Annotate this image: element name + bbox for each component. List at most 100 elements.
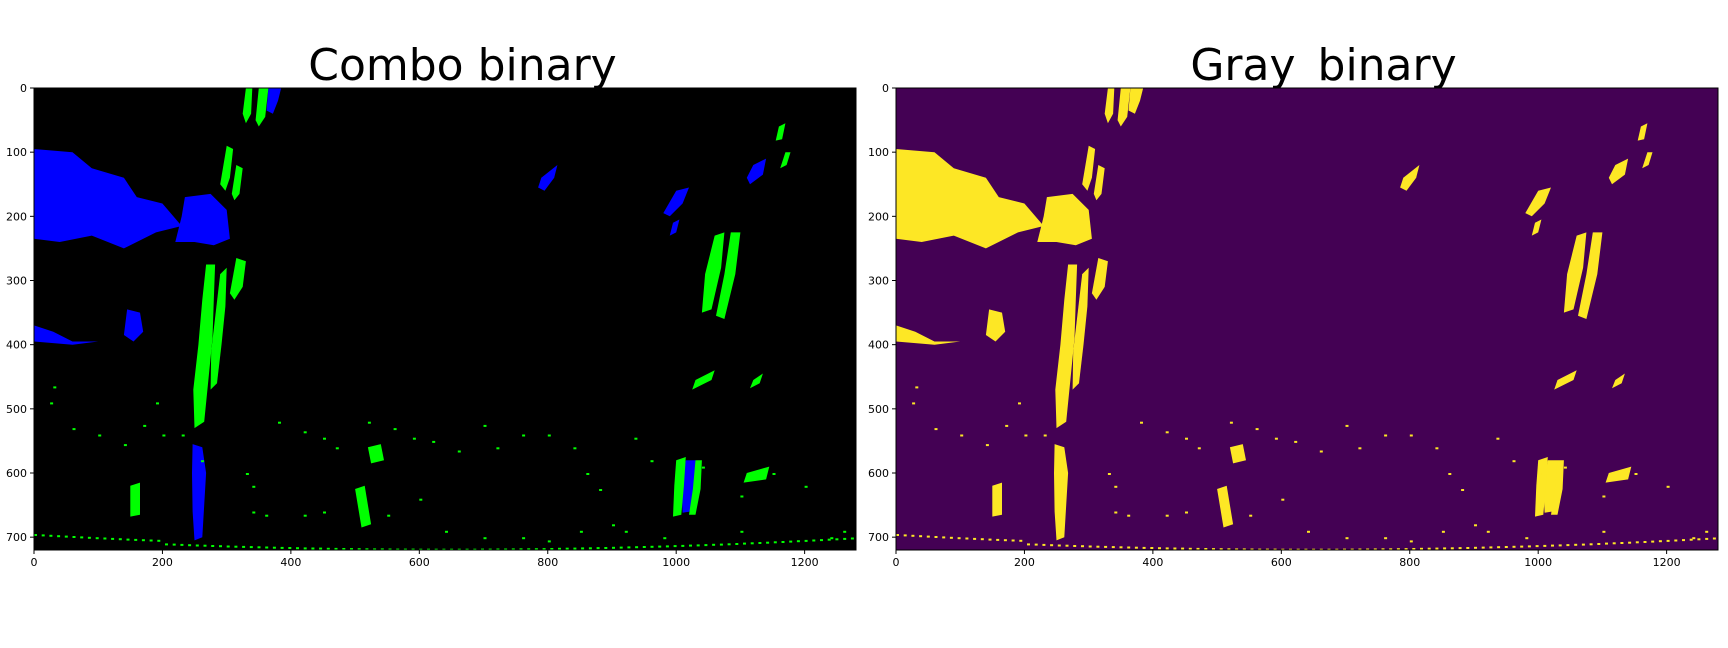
hood-edge-dot <box>942 536 946 539</box>
hood-edge-dot <box>465 548 469 550</box>
binary-speck <box>1063 402 1066 405</box>
hood-edge-dot <box>1281 548 1285 550</box>
y-tick-label: 400 <box>6 339 27 352</box>
hood-edge-dot <box>1520 545 1524 548</box>
hood-edge-dot <box>365 548 369 550</box>
binary-speck <box>579 530 583 533</box>
hood-edge-dot <box>1458 547 1462 550</box>
x-tick-label: 1000 <box>662 556 690 569</box>
y-tick-label: 700 <box>868 531 889 544</box>
hood-edge-dot <box>727 543 731 546</box>
hood-edge-dot <box>180 543 184 546</box>
hood-edge-dot <box>612 546 615 549</box>
hood-edge-dot <box>57 535 61 538</box>
hood-edge-dot <box>1674 539 1678 542</box>
binary-speck <box>1274 437 1278 440</box>
hood-edge-dot <box>565 547 569 550</box>
binary-blob <box>1612 373 1625 389</box>
binary-speck <box>599 489 603 491</box>
hood-edge-dot <box>1204 548 1208 550</box>
binary-speck <box>162 434 166 437</box>
binary-speck <box>912 402 916 405</box>
binary-blob <box>1535 457 1548 517</box>
binary-blob <box>231 165 243 201</box>
binary-speck <box>1107 473 1111 475</box>
hood-edge-dot <box>280 546 284 549</box>
hood-edge-dot <box>665 545 669 548</box>
hood-edge-dot <box>627 546 631 549</box>
binary-speck <box>1358 447 1362 450</box>
hood-edge-dot <box>272 546 276 549</box>
hood-edge-dot <box>988 538 992 541</box>
hood-edge-dot <box>1581 543 1585 546</box>
hood-edge-dot <box>1158 547 1161 550</box>
hood-edge-dot <box>604 547 608 549</box>
hood-edge-dot <box>596 547 600 550</box>
binary-blob <box>367 444 384 464</box>
binary-speck <box>663 537 667 540</box>
hood-edge-dot <box>118 538 122 541</box>
binary-speck <box>483 424 487 427</box>
hood-edge-dot <box>1697 538 1701 541</box>
binary-speck <box>252 511 256 514</box>
hood-edge-dot <box>380 548 384 550</box>
hood-edge-dot <box>334 547 338 550</box>
hood-edge-dot <box>457 548 461 550</box>
binary-blob <box>780 152 791 169</box>
binary-speck <box>123 444 127 447</box>
binary-speck <box>830 537 834 540</box>
binary-speck <box>843 530 847 533</box>
hood-edge-dot <box>996 538 1000 541</box>
binary-speck <box>1185 511 1188 514</box>
binary-blob <box>992 482 1002 517</box>
hood-edge-dot <box>1658 540 1662 543</box>
hood-edge-dot <box>934 536 938 538</box>
hood-edge-dot <box>1335 548 1339 550</box>
binary-speck <box>1525 537 1529 540</box>
binary-speck <box>156 402 159 405</box>
binary-speck <box>1461 489 1465 491</box>
hood-edge-dot <box>1219 548 1223 550</box>
hood-edge-dot <box>134 538 138 541</box>
binary-blob <box>750 373 763 389</box>
hood-edge-dot <box>1304 548 1308 550</box>
hood-edge-dot <box>149 539 153 542</box>
axes-frame <box>33 87 857 551</box>
y-tick-label: 300 <box>6 275 27 288</box>
hood-edge-dot <box>211 545 215 547</box>
binary-speck <box>393 428 397 431</box>
binary-speck <box>1441 530 1445 533</box>
hood-edge-dot <box>1065 544 1069 547</box>
binary-speck <box>303 514 307 517</box>
hood-edge-dot <box>980 538 984 541</box>
hood-edge-dot <box>1250 548 1254 550</box>
x-tick-label: 600 <box>1271 556 1292 569</box>
binary-speck <box>1294 440 1298 443</box>
y-tick-label: 600 <box>6 467 27 480</box>
binary-speck <box>1140 421 1143 424</box>
binary-speck <box>934 428 938 431</box>
binary-blob <box>1578 232 1603 319</box>
hood-edge-dot <box>1551 544 1554 547</box>
binary-blob <box>1229 444 1246 464</box>
hood-edge-dot <box>1188 547 1192 550</box>
hood-edge-dot <box>1558 544 1562 547</box>
hood-edge-dot <box>41 534 45 537</box>
hood-edge-dot <box>1474 546 1477 549</box>
binary-speck <box>367 421 371 424</box>
hood-edge-dot <box>1358 548 1362 550</box>
hood-edge-dot <box>550 548 554 550</box>
binary-speck <box>496 447 500 450</box>
hood-edge-dot <box>257 546 261 549</box>
hood-edge-dot <box>1181 547 1185 550</box>
binary-speck <box>432 440 436 443</box>
hood-edge-dot <box>1666 539 1670 542</box>
hood-edge-dot <box>1689 538 1693 541</box>
binary-speck <box>245 473 249 475</box>
binary-blob <box>1055 264 1078 429</box>
hood-edge-dot <box>234 545 238 548</box>
hood-edge-dot <box>342 548 346 550</box>
binary-speck <box>1435 447 1439 450</box>
binary-speck <box>772 473 776 475</box>
y-tick-label: 200 <box>6 210 27 223</box>
